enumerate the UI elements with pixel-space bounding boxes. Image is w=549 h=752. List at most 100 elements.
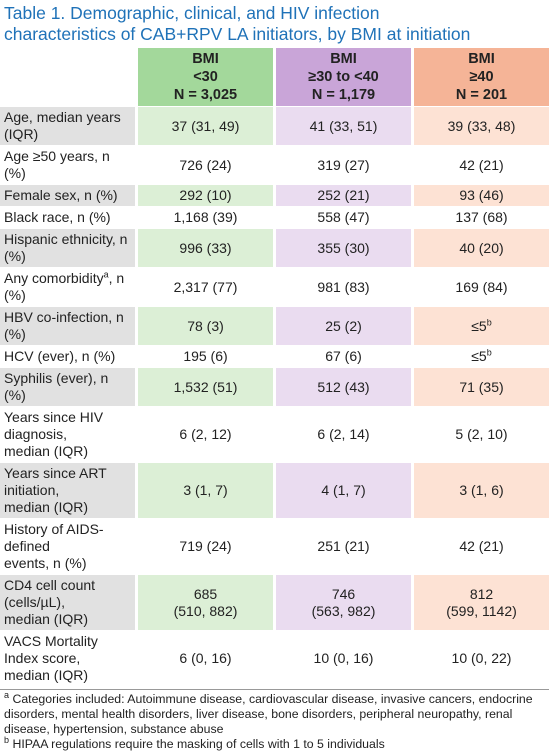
cell: 251 (21) [276,519,411,574]
cell: 292 (10) [138,185,273,206]
cell: 195 (6) [138,346,273,367]
cell-text: 719 (24) [179,538,232,554]
table-row: Age ≥50 years, n (%) 726 (24) 319 (27) 42 (… [0,146,549,184]
cell-text: Black race, n (%) [4,209,111,225]
cell: 558 (47) [276,207,411,228]
cell: 93 (46) [414,185,549,206]
cell-text: HCV (ever), n (%) [4,348,116,364]
row-label: VACS Mortality Index score, median (IQR) [0,631,135,686]
table-row: VACS Mortality Index score, median (IQR) 6… [0,631,549,686]
cell: 5 (2, 10) [414,407,549,462]
cell-text: 981 (83) [317,278,370,295]
row-label: Female sex, n (%) [0,185,135,206]
row-label: Hispanic ethnicity, n (%) [0,229,135,267]
cell-text: 40 (20) [459,239,504,256]
cell-text: 71 (35) [459,378,504,395]
cell: 512 (43) [276,368,411,406]
cell: 41 (33, 51) [276,107,411,145]
cell-text: 319 (27) [317,156,370,173]
row-label: Years since ART initiation, median (IQR) [0,463,135,518]
cell: 981 (83) [276,268,411,306]
cell: 6 (2, 12) [138,407,273,462]
cell-text: ≥40 [469,69,494,85]
cell: 726 (24) [138,146,273,184]
cell-text: 812 [469,585,494,602]
cell-text: VACS Mortality Index score, [4,633,98,666]
cell: 137 (68) [414,207,549,228]
cell-text: BMI [468,51,495,67]
cell-text: 6 (2, 14) [317,426,370,442]
cell-text: 25 (2) [325,317,362,334]
cell-text: ≤5 [471,348,487,364]
cell-text: 67 (6) [325,348,362,364]
cell-text: 137 (68) [455,209,508,225]
cell-text: 6 (2, 12) [179,426,232,442]
cell: 10 (0, 22) [414,631,549,686]
column-header: BMI ≥40 N = 201 [414,48,549,106]
cell: 719 (24) [138,519,273,574]
footnote-marker: b [4,734,10,745]
cell-text: N = 1,179 [311,87,376,103]
cell-text: 3 (1, 6) [459,482,504,498]
table-row: Any comorbiditya, n (%) 2,317 (77) 981 (83… [0,268,549,306]
cell: 6 (0, 16) [138,631,273,686]
row-label: HCV (ever), n (%) [0,346,135,367]
row-label: Age, median years (IQR) [0,107,135,145]
footnote: b HIPAA regulations require the masking … [4,734,545,752]
page: Table 1. Demographic, clinical, and HIV … [0,3,549,751]
column-header: BMI <30 N = 3,025 [138,48,273,106]
superscript: a [103,269,109,280]
footnote-text: Categories included: Autoimmune disease,… [4,692,533,736]
cell-text: Years since ART initiation, [4,465,107,498]
cell-text: Female sex, n (%) [4,187,118,203]
cell-text: 1,168 (39) [173,209,238,225]
superscript: b [486,316,492,327]
row-label: History of AIDS-defined events, n (%) [0,519,135,574]
cell-text: N = 201 [455,87,508,103]
cell: 39 (33, 48) [414,107,549,145]
cell-text: ≥30 to <40 [308,69,379,85]
cell-text: (599, 1142) [446,602,517,619]
cell-text: 996 (33) [179,239,232,256]
table-row: Years since HIV diagnosis, median (IQR) 6 … [0,407,549,462]
cell: 1,532 (51) [138,368,273,406]
cell: ≤5b [414,346,549,367]
cell-text: HBV co-infection, n (%) [4,309,124,342]
title-line: characteristics of CAB+RPV LA initiators… [4,24,471,44]
row-label: CD4 cell count (cells/µL), median (IQR) [0,575,135,630]
cell-text: Age, median years (IQR) [4,109,121,142]
footnote-text: HIPAA regulations require the masking of… [12,737,385,751]
cell: 3 (1, 7) [138,463,273,518]
cell-text: 1,532 (51) [173,378,238,395]
cell-text: 93 (46) [459,187,504,203]
cell-text: 3 (1, 7) [183,482,228,498]
cell-text: 10 (0, 16) [313,650,374,666]
cell-text: 39 (33, 48) [447,117,516,134]
cell-text: 42 (21) [459,156,504,173]
row-label: Age ≥50 years, n (%) [0,146,135,184]
cell: ≤5b [414,307,549,345]
cell-text: 195 (6) [183,348,228,364]
cell-text: 251 (21) [317,538,370,554]
cell: 685 (510, 882) [138,575,273,630]
cell-text: Age ≥50 years, n (%) [4,148,110,181]
row-label: Any comorbiditya, n (%) [0,268,135,306]
table-row: Female sex, n (%) 292 (10) 252 (21) 93 (46) [0,185,549,206]
cell-text: median (IQR) [4,667,89,683]
cell: 78 (3) [138,307,273,345]
table-row: CD4 cell count (cells/µL), median (IQR) 68… [0,575,549,630]
cell-text: 355 (30) [317,239,370,256]
cell-text: Hispanic ethnicity, n (%) [4,231,128,264]
cell-text: 41 (33, 51) [309,117,378,134]
cell-text: ≤5 [471,317,487,334]
cell-text: 78 (3) [187,317,224,334]
cell-text: CD4 cell count (cells/µL), [4,577,96,610]
table-row: Hispanic ethnicity, n (%) 996 (33) 355 (30… [0,229,549,267]
row-label: Black race, n (%) [0,207,135,228]
table-row: Black race, n (%) 1,168 (39) 558 (47) 137 (… [0,207,549,228]
cell: 42 (21) [414,519,549,574]
row-label: Syphilis (ever), n (%) [0,368,135,406]
cell-text: (563, 982) [311,602,376,619]
data-table: BMI <30 N = 3,025 BMI ≥30 to <40 N = 1,179 BMI… [0,47,549,687]
cell-text: Syphilis (ever), n (%) [4,370,109,403]
